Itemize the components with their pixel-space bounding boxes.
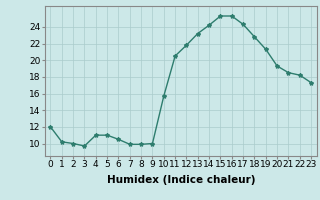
X-axis label: Humidex (Indice chaleur): Humidex (Indice chaleur)	[107, 175, 255, 185]
